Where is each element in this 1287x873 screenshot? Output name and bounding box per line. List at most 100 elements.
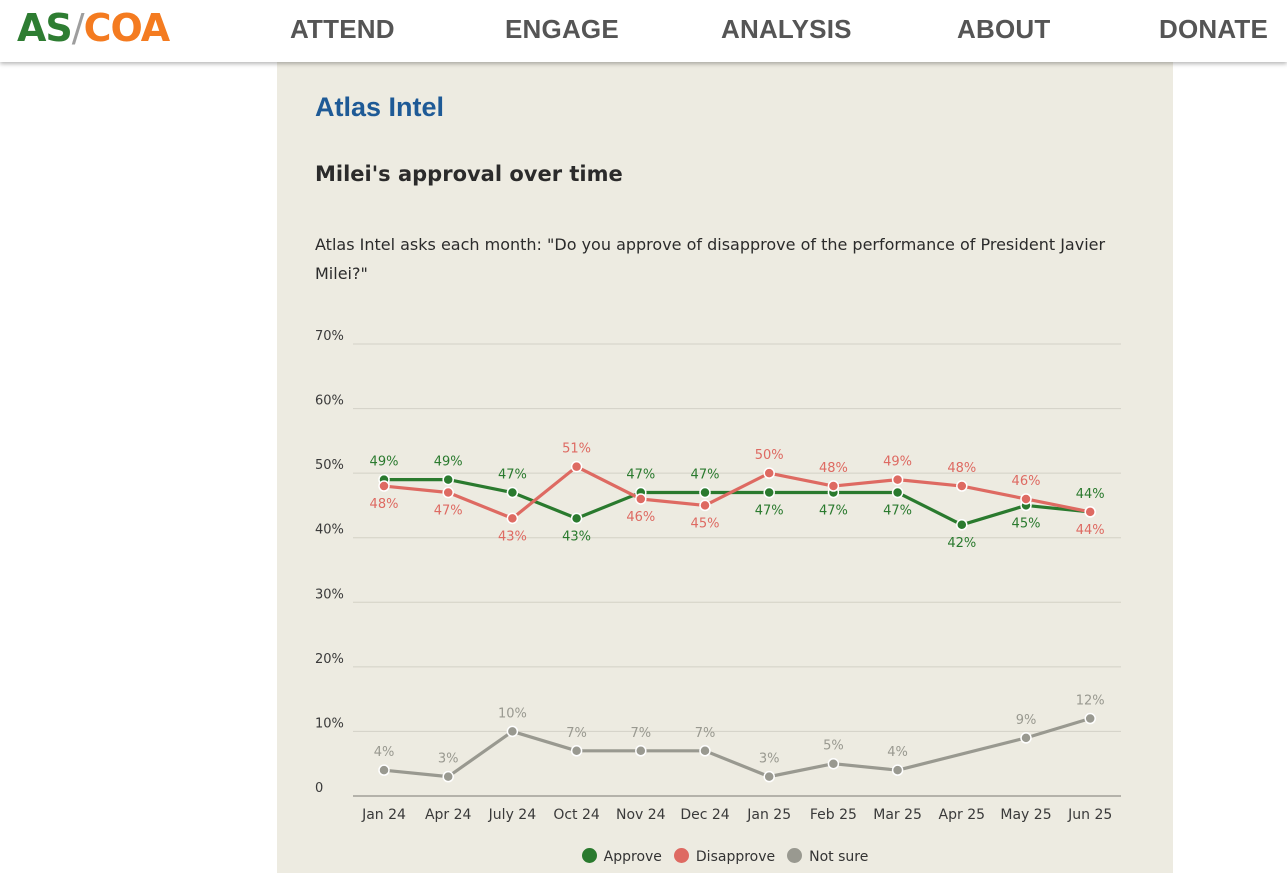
not-sure-point xyxy=(1020,732,1032,744)
legend-item-disapprove[interactable]: Disapprove xyxy=(673,848,776,865)
not-sure-series-line xyxy=(382,716,1092,779)
x-tick-label: Apr 24 xyxy=(425,807,472,823)
logo-coa: COA xyxy=(83,6,171,50)
approve-data-label: 44% xyxy=(1076,487,1105,502)
approve-data-label: 47% xyxy=(626,468,655,483)
approve-point xyxy=(506,486,519,499)
approve-point xyxy=(570,512,583,525)
approval-line-chart: 0 10% 20% 30% 40% 50% 60% 70% Jan 24 Apr 24 July 2… xyxy=(315,329,1121,823)
x-tick-label: May 25 xyxy=(1000,807,1051,823)
not-sure-data-label: 5% xyxy=(823,739,844,754)
disapprove-point xyxy=(699,499,711,512)
disapprove-data-label: 46% xyxy=(626,510,655,525)
not-sure-data-label: 3% xyxy=(759,752,780,767)
legend-swatch-disapprove xyxy=(673,848,689,863)
chart-panel: Atlas Intel Milei's approval over time A… xyxy=(277,62,1173,873)
chart-title: Milei's approval over time xyxy=(315,162,623,186)
disapprove-data-label: 49% xyxy=(883,455,912,470)
approve-data-label: 47% xyxy=(819,504,848,519)
not-sure-data-label: 4% xyxy=(374,745,395,760)
legend-swatch-not-sure xyxy=(787,848,803,863)
approve-data-label: 47% xyxy=(755,504,784,519)
legend-label: Not sure xyxy=(809,849,869,865)
approve-data-label: 47% xyxy=(691,468,720,483)
disapprove-data-label: 48% xyxy=(370,497,399,512)
disapprove-point xyxy=(956,480,968,492)
not-sure-data-label: 12% xyxy=(1076,694,1105,709)
legend-label: Approve xyxy=(603,849,662,865)
not-sure-point xyxy=(570,745,583,757)
not-sure-point xyxy=(699,745,711,757)
disapprove-point xyxy=(635,493,647,505)
y-tick-label: 40% xyxy=(315,523,344,538)
disapprove-point xyxy=(1020,493,1032,505)
x-tick-label: Mar 25 xyxy=(873,807,922,823)
x-tick-label: Jun 25 xyxy=(1067,807,1112,823)
disapprove-point xyxy=(1084,506,1096,518)
legend-item-approve[interactable]: Approve xyxy=(581,848,662,865)
approve-point xyxy=(956,519,968,531)
approve-data-label: 49% xyxy=(370,455,399,470)
disapprove-data-label: 50% xyxy=(755,448,784,463)
not-sure-data-label: 4% xyxy=(887,745,908,760)
x-tick-label: Jan 25 xyxy=(746,807,791,823)
not-sure-point xyxy=(506,725,519,738)
x-tick-label: Feb 25 xyxy=(810,807,857,823)
chart-subtitle: Atlas Intel asks each month: "Do you app… xyxy=(315,235,1106,283)
nav-item-attend[interactable]: ATTEND xyxy=(290,14,395,44)
x-tick-label: Nov 24 xyxy=(616,807,666,823)
approve-point xyxy=(442,473,454,486)
approve-data-label: 47% xyxy=(498,468,527,483)
not-sure-point xyxy=(635,745,647,757)
disapprove-data-label: 44% xyxy=(1076,523,1105,538)
approve-point xyxy=(699,486,711,499)
legend-swatch-approve xyxy=(581,848,597,863)
legend-label: Disapprove xyxy=(695,849,776,865)
approve-data-label: 47% xyxy=(883,504,912,519)
approve-series-line xyxy=(382,478,1092,527)
y-tick-label: 20% xyxy=(315,652,344,667)
not-sure-point xyxy=(442,770,454,783)
y-tick-label: 70% xyxy=(315,329,344,344)
nav-item-analysis[interactable]: ANALYSIS xyxy=(721,14,852,44)
disapprove-data-label: 51% xyxy=(562,442,591,457)
disapprove-point xyxy=(891,473,904,486)
not-sure-point xyxy=(1084,712,1096,725)
x-tick-label: July 24 xyxy=(488,807,537,823)
y-tick-label: 60% xyxy=(315,394,344,409)
disapprove-data-label: 48% xyxy=(819,461,848,476)
not-sure-data-label: 7% xyxy=(566,726,587,741)
disapprove-point xyxy=(827,480,840,492)
x-tick-label: Apr 25 xyxy=(939,807,985,823)
disapprove-data-label: 47% xyxy=(434,504,463,519)
not-sure-data-label: 3% xyxy=(438,752,459,767)
not-sure-point xyxy=(891,764,904,776)
logo-as: AS xyxy=(17,6,73,50)
approve-point xyxy=(763,486,775,499)
not-sure-point xyxy=(827,757,840,770)
disapprove-series-line xyxy=(382,465,1092,520)
nav-item-about[interactable]: ABOUT xyxy=(957,14,1051,44)
pollster-title: Atlas Intel xyxy=(315,92,445,122)
disapprove-point xyxy=(506,512,519,525)
nav-item-donate[interactable]: DONATE xyxy=(1159,14,1269,44)
y-tick-label: 10% xyxy=(315,716,344,731)
not-sure-data-label: 7% xyxy=(695,726,716,741)
disapprove-data-label: 45% xyxy=(691,516,720,531)
approve-point xyxy=(891,486,904,499)
approve-data-label: 43% xyxy=(562,529,591,544)
legend-item-not-sure[interactable]: Not sure xyxy=(787,848,868,865)
y-tick-label: 50% xyxy=(315,458,344,473)
disapprove-point xyxy=(570,460,583,473)
not-sure-data-label: 10% xyxy=(498,706,527,721)
y-tick-label: 0 xyxy=(315,781,323,796)
disapprove-data-label: 43% xyxy=(498,529,527,544)
not-sure-data-label: 7% xyxy=(630,726,651,741)
not-sure-data-label: 9% xyxy=(1016,713,1037,728)
nav-item-engage[interactable]: ENGAGE xyxy=(505,14,619,44)
x-tick-label: Jan 24 xyxy=(361,807,406,823)
not-sure-point xyxy=(378,764,390,776)
logo-slash: / xyxy=(71,6,85,50)
ascoa-logo[interactable]: AS/COA xyxy=(17,6,171,50)
disapprove-data-label: 48% xyxy=(947,461,976,476)
